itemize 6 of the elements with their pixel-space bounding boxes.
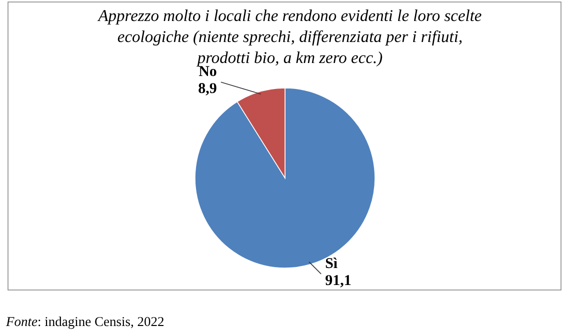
data-label: 91,1 <box>325 272 352 289</box>
slice-label: Sì <box>325 256 338 272</box>
data-label: 8,9 <box>198 81 217 98</box>
source-note: Fonte: indagine Censis, 2022 <box>5 314 164 329</box>
slice-label: No <box>198 64 217 80</box>
chart-title: Apprezzo molto i locali che rendono evidenti le loro scelte ecologiche (niente sprechi, differenziata per i rifiuti, prodotti bio, a km zero ecc.) <box>97 6 482 67</box>
